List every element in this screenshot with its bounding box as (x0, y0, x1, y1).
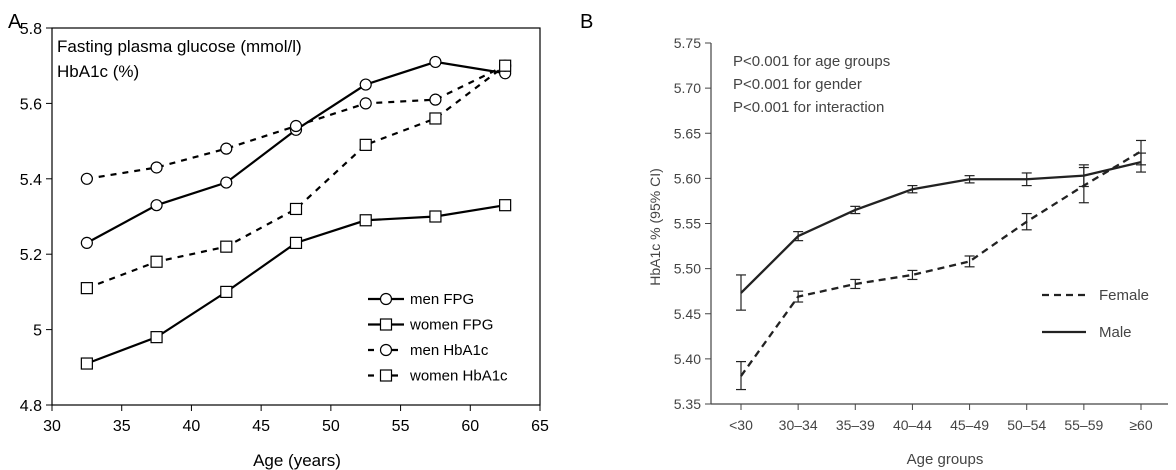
panel-a-y-tick-label: 5.6 (20, 96, 42, 113)
legend-marker-women-hba1c (379, 369, 393, 382)
panel-b-x-tick-label: 50–54 (1007, 417, 1046, 433)
panel-b-x-tick-label: 35–39 (836, 417, 875, 433)
panel-a-x-tick-label: 50 (322, 418, 340, 435)
panel-a-plot-frame (51, 27, 541, 406)
panel-a-x-tick-label: 65 (531, 418, 549, 435)
panel-b-x-tick-label: <30 (729, 417, 753, 433)
panel-a-x-tick-label: 45 (252, 418, 270, 435)
legend-label-men-hba1c: men HbA1c (410, 342, 489, 359)
data-point-men-hba1c (429, 93, 442, 106)
legend-label-female: Female (1099, 287, 1149, 304)
legend-label-women-hba1c: women HbA1c (409, 368, 508, 385)
series-line-male (740, 161, 1142, 294)
panel-b-y-tick-label: 5.75 (674, 35, 701, 51)
panel-b-annotation-1: P<0.001 for age groups (733, 53, 890, 70)
panel-b-label: B (580, 11, 593, 33)
series-line-women-fpg (86, 204, 506, 365)
data-point-women-fpg (499, 199, 512, 212)
data-point-women-hba1c (150, 255, 163, 268)
panel-a-annotation-1: Fasting plasma glucose (mmol/l) (57, 37, 302, 56)
series-line-women-hba1c (86, 64, 506, 290)
data-point-men-hba1c (220, 142, 233, 155)
data-point-women-fpg (359, 214, 372, 227)
data-point-women-hba1c (220, 240, 233, 253)
panel-a-y-tick-label: 5 (33, 323, 42, 340)
legend-marker-women-fpg (379, 318, 393, 331)
panel-b-y-tick-label: 5.45 (674, 306, 701, 322)
panel-a-x-tick-label: 60 (461, 418, 479, 435)
data-point-women-fpg (289, 236, 303, 249)
panel-b-x-axis-title: Age groups (907, 451, 984, 468)
data-point-women-fpg (150, 331, 163, 344)
data-point-women-hba1c (289, 202, 303, 216)
data-point-women-hba1c (499, 59, 512, 72)
legend-marker-men-hba1c (379, 343, 393, 357)
panel-b-y-tick-label: 5.60 (674, 170, 701, 186)
panel-a-y-tick-label: 5.2 (20, 247, 42, 264)
panel-a-y-tick-label: 5.8 (20, 21, 42, 38)
panel-b-x-tick-label: 40–44 (893, 417, 932, 433)
panel-b: B P<0.001 for age groups P<0.001 for gen… (580, 11, 1168, 468)
panel-b-x-tick-label: ≥60 (1129, 417, 1152, 433)
panel-a-annotation-2: HbA1c (%) (57, 62, 139, 81)
panel-b-x-tick-label: 55–59 (1064, 417, 1103, 433)
data-point-men-hba1c (359, 97, 372, 110)
panel-a-x-tick-label: 40 (183, 418, 201, 435)
panel-b-y-tick-label: 5.55 (674, 216, 701, 232)
panel-b-y-tick-label: 5.40 (674, 351, 701, 367)
panel-a-x-tick-label: 35 (113, 418, 131, 435)
data-point-women-hba1c (359, 138, 372, 151)
panel-b-y-tick-label: 5.50 (674, 261, 701, 277)
data-point-men-hba1c (289, 119, 303, 133)
panel-b-x-tick-label: 30–34 (779, 417, 818, 433)
legend-marker-men-fpg (379, 292, 393, 306)
legend-label-men-fpg: men FPG (410, 291, 474, 308)
panel-b-annotation-3: P<0.001 for interaction (733, 99, 884, 116)
panel-a-y-tick-label: 5.4 (20, 172, 42, 189)
data-point-men-fpg (220, 176, 233, 189)
data-point-women-fpg (429, 210, 442, 223)
panel-b-y-tick-label: 5.35 (674, 396, 701, 412)
panel-b-annotation-2: P<0.001 for gender (733, 76, 862, 93)
panel-b-y-tick-label: 5.70 (674, 80, 701, 96)
data-point-women-hba1c (80, 282, 93, 295)
panel-b-y-tick-label: 5.65 (674, 125, 701, 141)
data-point-men-hba1c (80, 172, 93, 185)
panel-a: A Fasting plasma glucose (mmol/l) HbA1c … (8, 11, 549, 470)
panel-a-y-tick-label: 4.8 (20, 398, 42, 415)
data-point-men-fpg (150, 199, 163, 212)
panel-b-y-axis-title: HbA1c % (95% CI) (647, 168, 663, 285)
data-point-men-hba1c (150, 161, 163, 174)
data-point-men-fpg (429, 55, 442, 69)
panel-a-x-tick-label: 30 (43, 418, 61, 435)
panel-a-x-axis-title: Age (years) (253, 451, 341, 470)
data-point-men-fpg (359, 78, 372, 91)
panel-a-label: A (8, 11, 22, 33)
legend-label-male: Male (1099, 324, 1132, 341)
data-point-women-fpg (220, 285, 233, 298)
panel-a-x-tick-label: 55 (392, 418, 410, 435)
series-line-female (740, 150, 1142, 377)
data-point-women-hba1c (429, 112, 442, 125)
panel-b-x-tick-label: 45–49 (950, 417, 989, 433)
data-point-women-fpg (80, 357, 93, 370)
legend-label-women-fpg: women FPG (409, 317, 493, 334)
data-point-men-fpg (80, 236, 93, 249)
